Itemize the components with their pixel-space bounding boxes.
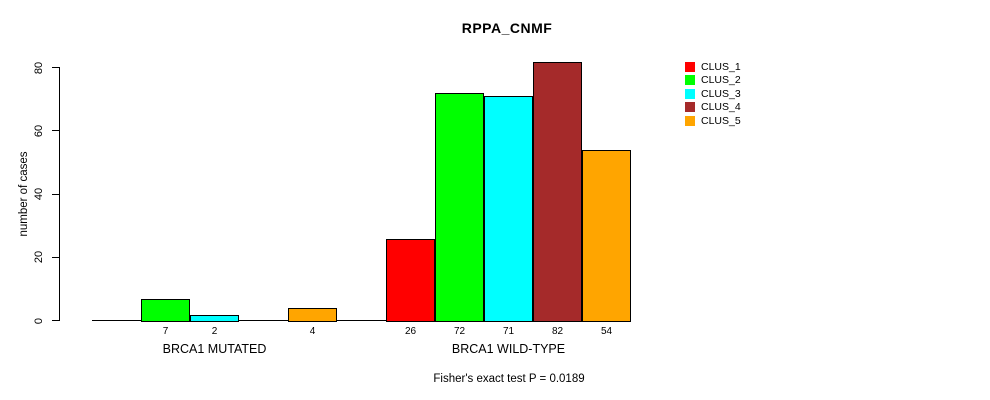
- bar-clus_3-group1: [190, 314, 239, 322]
- bar-value-label: 26: [404, 326, 417, 337]
- legend-label-clus_3: CLUS_3: [701, 87, 741, 100]
- legend-swatch-clus_1: [685, 62, 695, 72]
- bar-value-label: 82: [551, 326, 564, 337]
- legend-swatch-clus_5: [685, 115, 695, 126]
- y-axis-tick: [52, 320, 59, 321]
- bar-value-label: 7: [162, 326, 169, 337]
- bar-clus_2-group1: [141, 298, 190, 322]
- x-axis-group-label: BRCA1 WILD-TYPE: [451, 342, 566, 356]
- y-axis-tick-label: 20: [33, 251, 45, 264]
- bar-clus_2-group2: [435, 93, 484, 322]
- fisher-exact-test-annotation: Fisher's exact test P = 0.0189: [433, 373, 585, 385]
- y-axis-tick-label: 80: [33, 61, 45, 74]
- legend-label-clus_4: CLUS_4: [701, 101, 741, 114]
- y-axis-title: number of cases: [18, 151, 30, 237]
- bar-value-label: 71: [502, 326, 515, 337]
- y-axis-tick: [52, 67, 59, 68]
- x-baseline: [92, 320, 631, 321]
- y-axis-tick-label: 40: [33, 187, 45, 201]
- y-axis-tick: [52, 193, 59, 195]
- bar-clus_5-group1: [288, 308, 337, 322]
- y-axis-tick: [52, 130, 59, 132]
- legend-label-clus_2: CLUS_2: [701, 74, 741, 87]
- legend-label-clus_5: CLUS_5: [701, 114, 741, 127]
- bar-value-label: 54: [600, 326, 613, 337]
- y-axis-tick-label: 0: [33, 317, 45, 324]
- bar-value-label: 72: [453, 326, 466, 337]
- y-axis-tick: [52, 256, 59, 258]
- legend-swatch-clus_2: [685, 75, 695, 86]
- y-axis-line: [59, 67, 60, 321]
- legend-label-clus_1: CLUS_1: [701, 61, 741, 73]
- bar-value-label: 4: [309, 326, 316, 337]
- y-axis-tick-label: 60: [33, 124, 45, 137]
- bar-value-label: 2: [211, 326, 218, 337]
- bar-clus_3-group2: [484, 96, 533, 322]
- x-axis-group-label: BRCA1 MUTATED: [162, 342, 267, 356]
- bar-clus_4-group2: [533, 61, 582, 322]
- bar-clus_1-group2: [386, 238, 435, 322]
- chart-title: RPPA_CNMF: [461, 20, 553, 36]
- legend-swatch-clus_3: [685, 88, 695, 99]
- bar-clus_5-group2: [582, 150, 631, 322]
- legend-swatch-clus_4: [685, 102, 695, 113]
